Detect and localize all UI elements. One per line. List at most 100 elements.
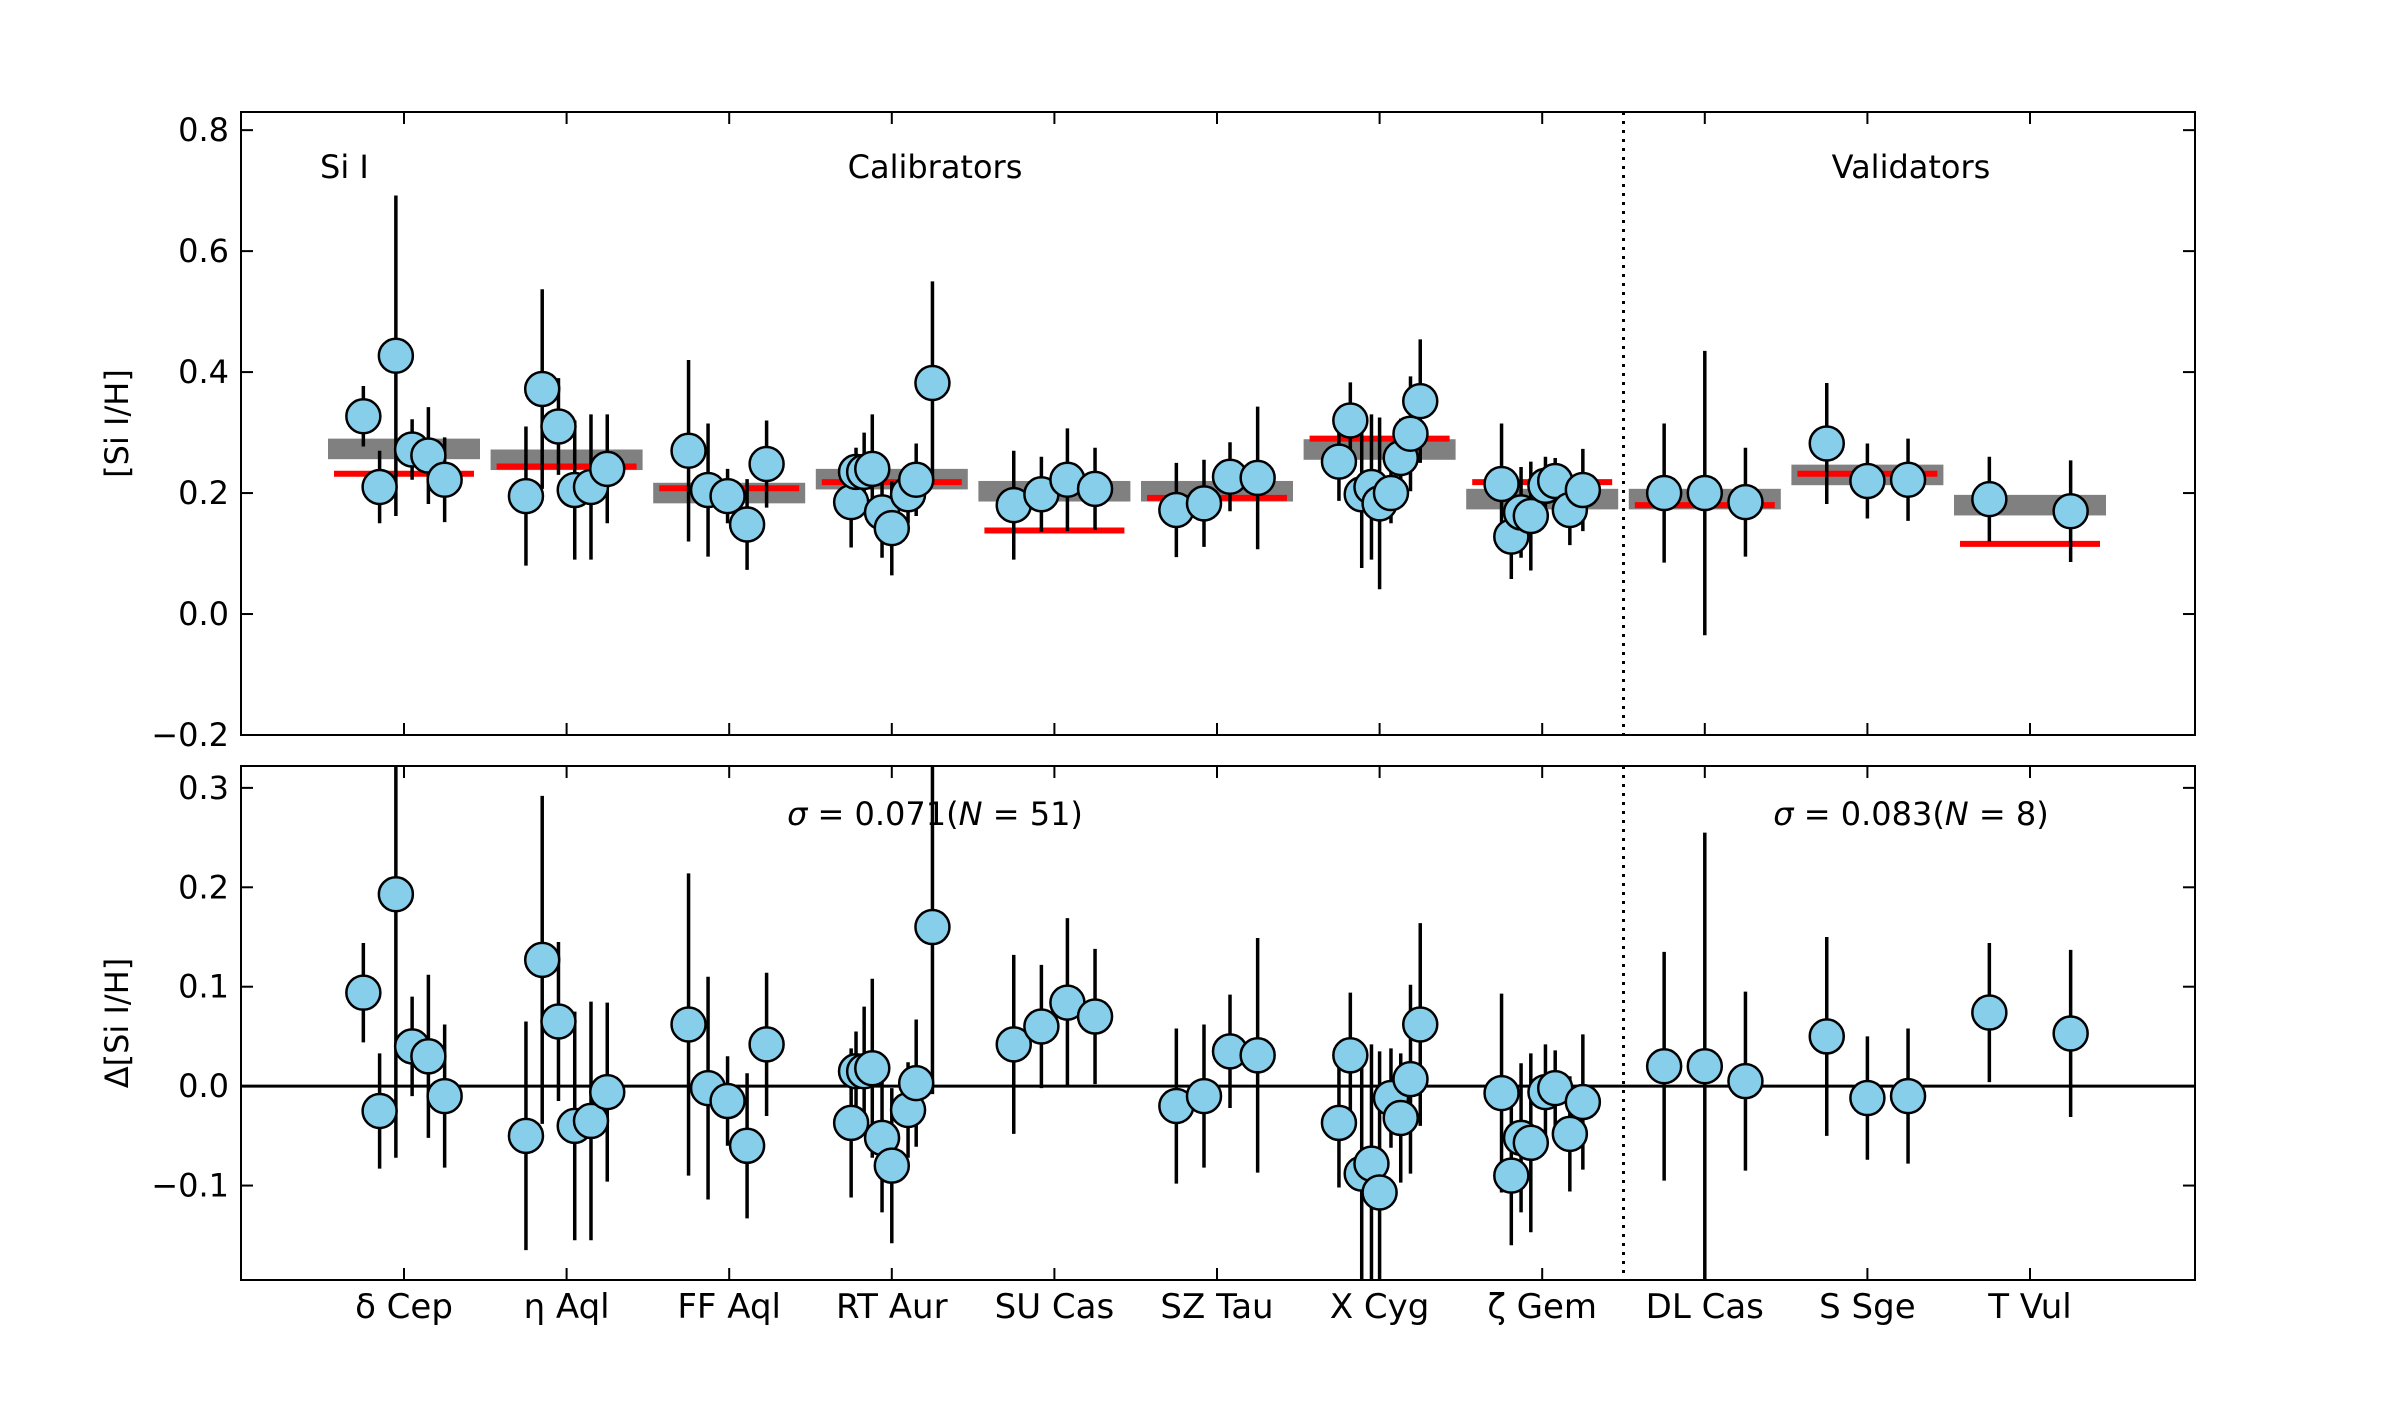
bottom-point-10-1 (1808, 1018, 1845, 1055)
top-panel: −0.2 0.0 0.2 0.4 0.6 0.8 [Si I/H] Si I Calibrato… (98, 111, 2196, 754)
top-ytick-label-5: 0.6 (178, 232, 229, 270)
category-label-9: DL Cas (1646, 1287, 1764, 1327)
bottom-point-1-2 (361, 1092, 398, 1130)
bottom-point-4-1 (832, 1104, 870, 1142)
top-ytick-label-4: 0.4 (178, 353, 229, 391)
bottom-point-9-3 (1727, 1062, 1764, 1100)
top-point-6-4 (1239, 459, 1276, 497)
top-point-8-4 (1512, 497, 1550, 535)
bottom-point-11-1 (1971, 994, 2008, 1031)
bottom-point-7-2 (1332, 1037, 1369, 1074)
top-point-1-1 (345, 397, 382, 435)
bottom-point-4-6 (873, 1147, 911, 1184)
bottom-panel: −0.10.00.10.20.3Δ[Si I/H]σ = 0.071(N = 5… (98, 765, 2196, 1327)
bottom-point-2-5 (572, 1102, 610, 1140)
top-point-7-1 (1320, 443, 1358, 480)
top-point-11-1 (1971, 480, 2008, 518)
bottom-point-2-2 (523, 941, 561, 979)
category-label-6: SZ Tau (1160, 1287, 1273, 1327)
top-point-3-4 (728, 506, 766, 543)
bottom-point-7-5 (1361, 1174, 1398, 1211)
top-point-8-1 (1483, 465, 1520, 503)
bottom-point-2-3 (540, 1003, 577, 1040)
bottom-point-3-1 (670, 1006, 707, 1043)
bottom-point-6-4 (1239, 1037, 1276, 1074)
top-point-7-2 (1332, 402, 1369, 439)
top-point-11-2 (2052, 492, 2089, 530)
top-point-4-1 (832, 483, 870, 521)
bottom-point-9-2 (1686, 1047, 1724, 1085)
bottom-point-1-6 (426, 1077, 463, 1115)
calibrators-label: Calibrators (848, 148, 1023, 186)
bottom-ytick-label-1: −0.1 (151, 1167, 229, 1205)
top-point-4-4 (854, 450, 891, 488)
bottom-point-8-7 (1551, 1115, 1589, 1153)
bottom-point-7-9 (1402, 1006, 1439, 1043)
bottom-ytick-label-4: 0.2 (178, 868, 229, 906)
top-ytick-label-2: 0.0 (178, 595, 229, 633)
top-ytick-label-3: 0.2 (178, 474, 229, 512)
sigma-calibrators-part-4: = 51) (983, 795, 1083, 833)
top-point-9-1 (1645, 474, 1683, 512)
bottom-ytick-label-3: 0.1 (178, 968, 229, 1006)
top-point-9-2 (1686, 474, 1724, 512)
sigma-validators-part-2: = 0.083( (1794, 795, 1945, 833)
category-label-4: RT Aur (836, 1287, 948, 1327)
bottom-ylabel: Δ[Si I/H] (98, 958, 136, 1089)
bottom-point-3-5 (748, 1026, 785, 1063)
top-point-1-3 (377, 337, 415, 375)
top-point-2-3 (540, 408, 577, 445)
top-point-8-8 (1564, 471, 1602, 509)
bottom-frame (240, 765, 2196, 1281)
bottom-ytick-label-5: 0.3 (178, 769, 229, 807)
top-plot-area (328, 195, 2106, 636)
top-point-2-1 (507, 477, 545, 515)
bottom-point-10-2 (1849, 1079, 1886, 1117)
sigma-validators-part-3: N (1945, 795, 1969, 833)
bottom-plot-area (241, 766, 2195, 1280)
bottom-point-7-1 (1320, 1104, 1358, 1142)
bottom-point-5-2 (1023, 1008, 1060, 1045)
top-point-1-2 (361, 468, 398, 506)
sigma-calibrators-part-3: N (959, 795, 983, 833)
sigma-calibrators-part-2: = 0.071( (807, 795, 958, 833)
bottom-point-1-5 (410, 1038, 447, 1075)
category-label-1: δ Cep (355, 1287, 453, 1327)
bottom-point-7-8 (1392, 1060, 1429, 1098)
bottom-point-6-2 (1185, 1077, 1223, 1115)
top-point-10-3 (1889, 461, 1927, 499)
top-point-10-2 (1849, 462, 1886, 500)
top-point-4-6 (873, 509, 911, 547)
bottom-point-3-4 (728, 1127, 766, 1165)
top-point-9-3 (1727, 483, 1764, 521)
bottom-point-8-4 (1512, 1124, 1550, 1162)
bottom-point-2-1 (507, 1117, 545, 1155)
bottom-point-8-8 (1564, 1083, 1602, 1121)
category-label-2: η Aql (524, 1287, 610, 1327)
bottom-point-1-3 (377, 876, 415, 913)
bottom-point-8-1 (1483, 1074, 1520, 1112)
bottom-point-9-1 (1645, 1047, 1683, 1085)
category-label-7: X Cyg (1330, 1287, 1430, 1327)
top-ytick-label-1: −0.2 (151, 716, 229, 754)
sigma-calibrators-part-1: σ (787, 795, 809, 833)
sigma-validators: σ = 0.083(N = 8) (1773, 795, 2048, 833)
top-point-7-9 (1402, 382, 1439, 420)
category-label-10: S Sge (1819, 1287, 1915, 1327)
bottom-point-7-7 (1382, 1099, 1419, 1137)
top-point-7-6 (1372, 474, 1410, 512)
sigma-validators-part-4: = 8) (1969, 795, 2049, 833)
bottom-point-5-4 (1076, 998, 1114, 1035)
top-ylabel: [Si I/H] (98, 369, 136, 478)
top-point-10-1 (1808, 425, 1845, 462)
top-frame (240, 111, 2196, 736)
top-ytick-label-6: 0.8 (178, 111, 229, 149)
bottom-point-11-2 (2052, 1015, 2089, 1052)
bottom-point-8-2 (1493, 1157, 1530, 1194)
bottom-point-1-1 (345, 974, 382, 1011)
bottom-point-2-6 (589, 1073, 626, 1111)
category-label-5: SU Cas (995, 1287, 1115, 1327)
element-label: Si I (320, 148, 369, 186)
